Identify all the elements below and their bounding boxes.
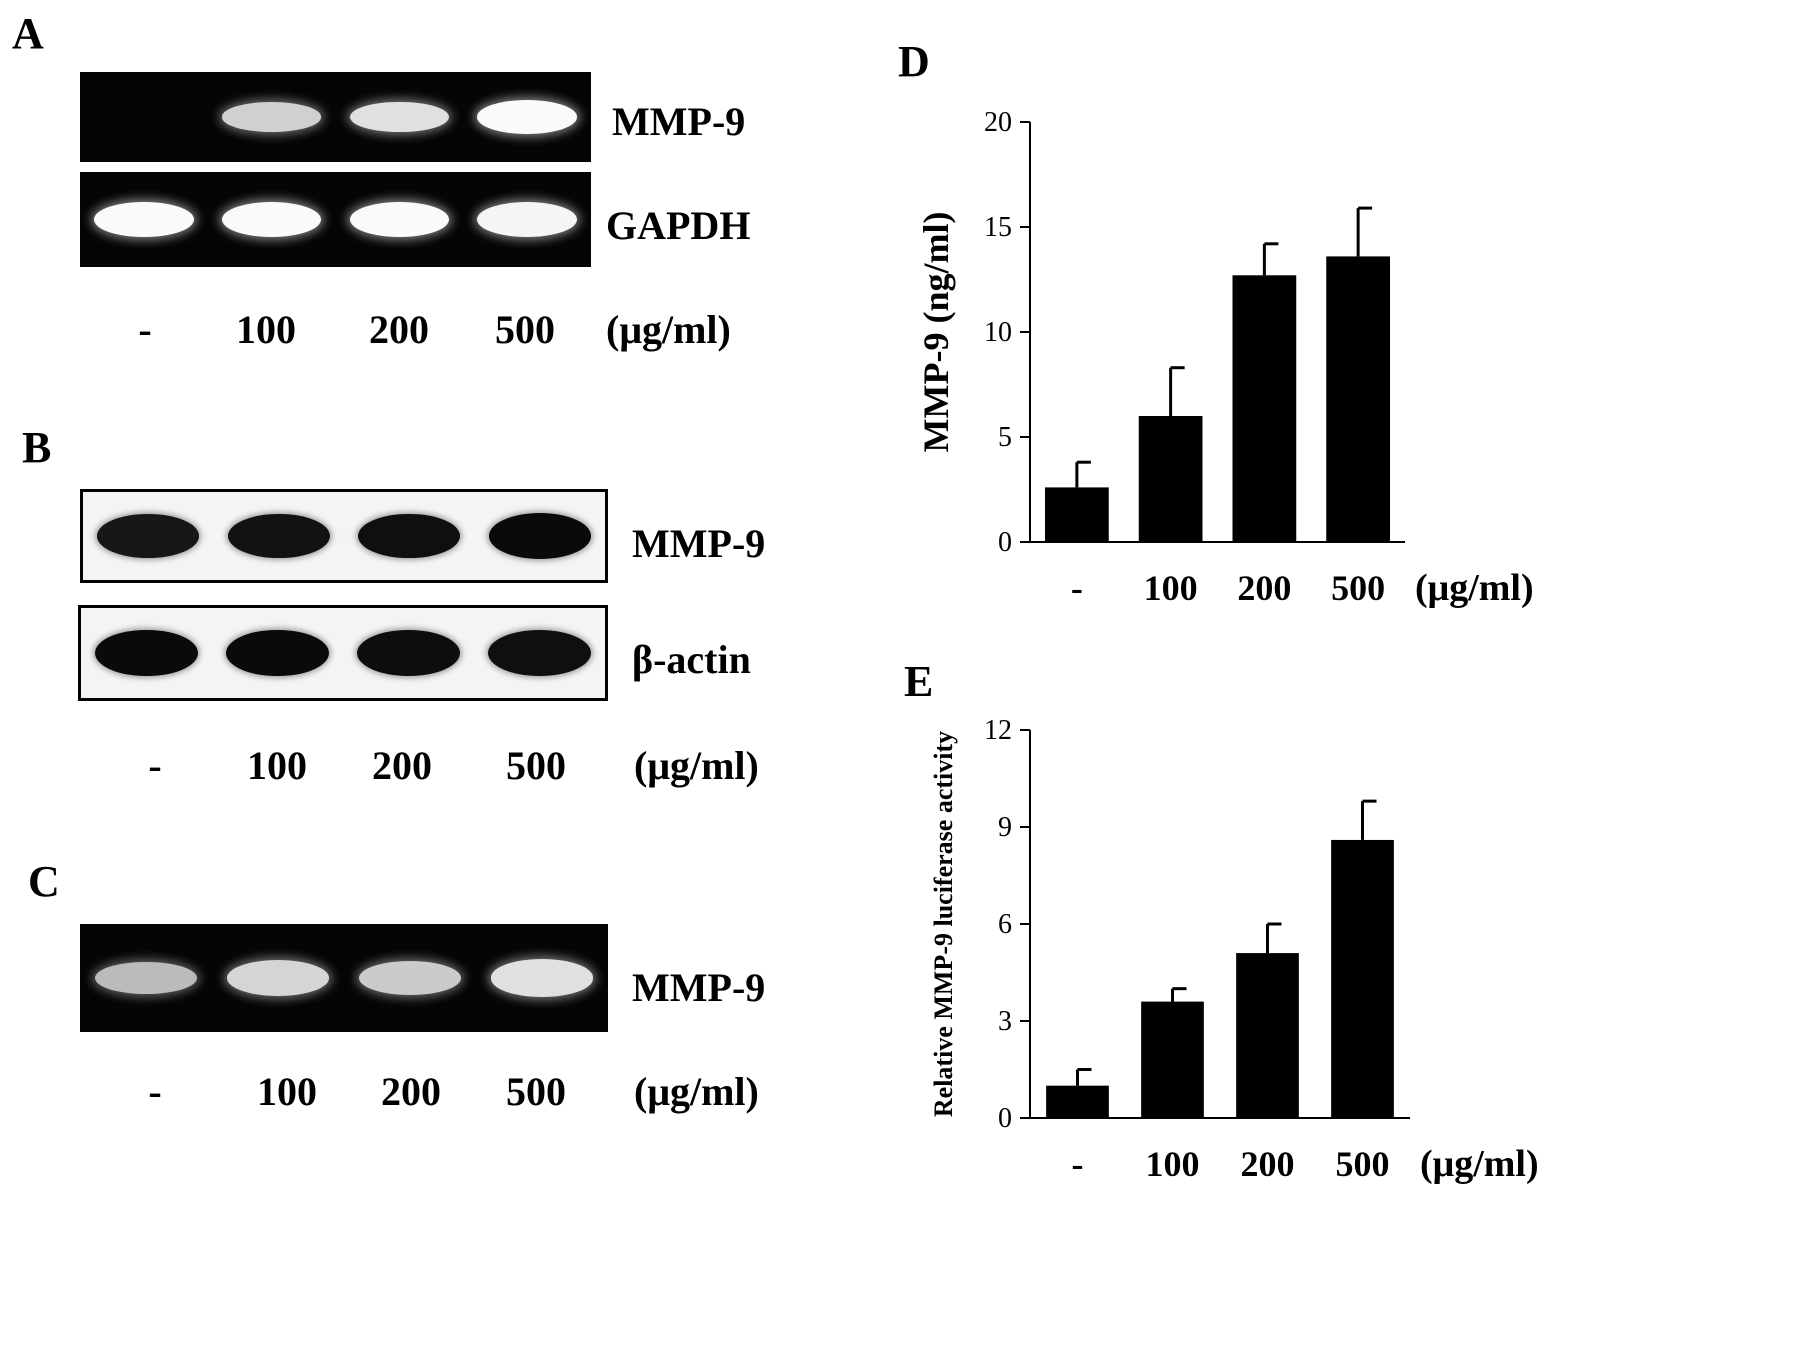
blot-b-actin [78,605,608,701]
band-c-0-3 [490,959,594,997]
band-b-0-0 [97,514,200,558]
bar-e-1 [1141,1001,1204,1118]
protein-label-b-mmp9: MMP-9 [632,521,766,566]
panel-letter-a: A [12,9,44,58]
bar-d-1 [1138,416,1203,542]
x-tick-label-e-0: - [1072,1144,1084,1184]
lane-label-a-2: 200 [369,307,429,352]
band-b-1-2 [357,629,460,677]
lane-label-b-1: 100 [247,743,307,788]
unit-label-a: (μg/ml) [606,307,731,352]
unit-label-b: (μg/ml) [634,743,759,788]
bar-d-0 [1045,487,1109,542]
lane-label-b-3: 500 [506,743,566,788]
band-c-0-2 [358,960,462,996]
panel-letter-c: C [28,857,60,906]
protein-label-b-actin: β-actin [632,637,751,682]
band-a-1-3 [477,202,577,237]
y-axis-label-e: Relative MMP-9 luciferase activity [929,731,958,1117]
y-tick-label-e-1: 3 [998,1006,1012,1037]
y-tick-label-d-1: 5 [998,422,1012,453]
band-c-0-0 [94,961,198,995]
band-a-0-1 [221,102,322,132]
x-tick-label-e-1: 100 [1146,1144,1200,1184]
band-a-0-2 [349,101,450,133]
bar-d-3 [1326,256,1390,542]
x-tick-label-d-2: 200 [1237,568,1291,608]
band-b-1-3 [488,630,591,676]
lane-label-b-2: 200 [372,743,432,788]
x-tick-label-d-1: 100 [1144,568,1198,608]
band-b-1-1 [226,629,329,677]
panel-letter-d: D [898,37,930,86]
band-b-0-2 [358,513,461,559]
x-tick-label-e-2: 200 [1241,1144,1295,1184]
gel-a-mmp9 [80,72,591,162]
bar-e-3 [1331,839,1394,1118]
gel-a-gapdh [80,172,591,267]
lane-label-a-1: 100 [236,307,296,352]
x-tick-label-e-3: 500 [1336,1144,1390,1184]
lane-label-b-0: - [148,743,162,788]
lane-label-a-0: - [138,307,152,352]
lane-label-c-1: 100 [257,1069,317,1114]
y-tick-label-d-0: 0 [998,527,1012,558]
bar-chart-e: 0 3 6 9 12 - 100 200 500 (μg/ml) Relative MMP-9 lu… [929,715,1539,1185]
blot-b-mmp9 [80,489,608,583]
y-tick-label-d-3: 15 [984,212,1012,243]
band-a-1-0 [94,201,194,238]
bar-d-2 [1232,275,1297,542]
bar-e-2 [1236,953,1299,1118]
band-a-0-3 [477,100,577,134]
band-a-1-1 [221,201,322,238]
gel-c-mmp9 [80,924,608,1032]
x-unit-label-d: (μg/ml) [1415,567,1534,609]
lane-label-a-3: 500 [495,307,555,352]
lane-label-c-3: 500 [506,1069,566,1114]
y-tick-label-e-4: 12 [984,715,1012,746]
lane-label-c-2: 200 [381,1069,441,1114]
protein-label-a-mmp9: MMP-9 [612,99,746,144]
band-b-0-1 [227,513,330,559]
unit-label-c: (μg/ml) [634,1069,759,1114]
band-b-0-3 [488,513,591,559]
y-tick-label-e-3: 9 [998,812,1012,843]
y-axis-label-d: MMP-9 (ng/ml) [916,212,956,453]
panel-letter-e: E [904,657,934,706]
x-unit-label-e: (μg/ml) [1420,1143,1539,1185]
bar-e-0 [1046,1085,1109,1118]
band-a-1-2 [349,201,450,238]
y-tick-label-d-4: 20 [984,107,1012,138]
y-tick-label-d-2: 10 [984,317,1012,348]
y-tick-label-e-2: 6 [998,909,1012,940]
protein-label-a-gapdh: GAPDH [606,203,751,248]
lane-label-c-0: - [148,1069,162,1114]
x-tick-label-d-0: - [1071,568,1083,608]
band-c-0-1 [226,960,330,996]
bar-chart-d: 0 5 10 15 20 - 100 200 500 (μg/ml) MMP-9 (ng/ml) [916,107,1534,609]
band-b-1-0 [95,629,198,677]
x-tick-label-d-3: 500 [1331,568,1385,608]
y-tick-label-e-0: 0 [998,1103,1012,1134]
panel-letter-b: B [22,423,52,472]
protein-label-c-mmp9: MMP-9 [632,965,766,1010]
